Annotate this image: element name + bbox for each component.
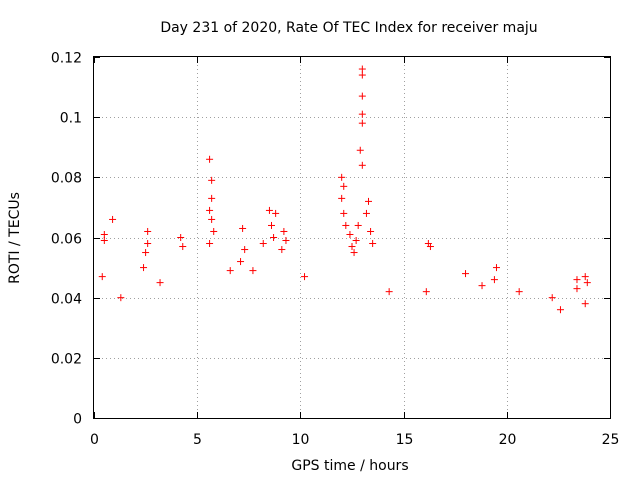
data-point — [350, 249, 358, 257]
data-point — [280, 227, 288, 235]
data-point — [177, 234, 185, 241]
data-point — [358, 92, 366, 100]
data-point — [581, 300, 589, 308]
data-point — [358, 119, 366, 127]
data-point — [109, 215, 117, 223]
data-point — [249, 267, 257, 275]
data-point — [573, 276, 581, 284]
data-point — [100, 230, 108, 238]
plot-frame — [93, 56, 611, 419]
data-point — [338, 173, 346, 181]
data-point — [208, 176, 216, 184]
data-point — [492, 264, 500, 272]
y-tick-label: 0.06 — [51, 232, 82, 248]
data-point — [490, 276, 498, 284]
data-point — [156, 279, 164, 287]
data-point — [206, 240, 214, 248]
data-point — [358, 65, 366, 73]
data-point — [346, 230, 354, 238]
data-point — [556, 306, 564, 314]
x-axis-label: GPS time / hours — [291, 458, 408, 474]
data-point — [237, 258, 245, 266]
data-point — [478, 282, 486, 290]
data-point — [117, 294, 125, 302]
y-tick-label: 0.02 — [51, 352, 82, 368]
y-axis-label: ROTI / TECUs — [7, 192, 23, 284]
data-point — [265, 206, 273, 214]
data-points — [98, 65, 591, 314]
x-tick-label: 5 — [193, 432, 202, 448]
data-point — [365, 197, 373, 205]
data-point — [239, 224, 247, 232]
y-tick-label: 0 — [73, 412, 82, 428]
data-point — [352, 237, 360, 245]
x-tick-label: 20 — [499, 432, 517, 448]
data-point — [354, 221, 362, 229]
data-point — [358, 110, 366, 118]
data-point — [272, 209, 280, 217]
data-point — [206, 155, 214, 163]
data-point — [515, 288, 523, 296]
data-point — [282, 237, 290, 245]
data-point — [385, 288, 393, 296]
data-point — [462, 270, 470, 278]
data-point — [358, 71, 366, 79]
y-tick-label: 0.12 — [51, 51, 82, 67]
data-point — [340, 182, 348, 190]
data-point — [226, 267, 234, 275]
data-point — [270, 234, 278, 241]
data-point — [179, 243, 187, 251]
data-point — [301, 273, 309, 281]
y-tick-label: 0.1 — [60, 111, 82, 127]
axis-ticks: 0 5 10 15 20 25 0 0.02 0.04 0.06 0.08 0.1 0.12 — [51, 51, 620, 449]
x-tick-label: 25 — [602, 432, 620, 448]
y-tick-label: 0.04 — [51, 292, 82, 308]
data-point — [340, 209, 348, 217]
data-point — [573, 285, 581, 293]
data-point — [278, 246, 286, 254]
data-point — [426, 243, 434, 251]
data-point — [210, 227, 218, 235]
data-point — [208, 194, 216, 202]
data-point — [581, 273, 589, 281]
data-point — [140, 264, 148, 272]
data-point — [268, 221, 276, 229]
data-point — [367, 227, 375, 235]
x-tick-label: 15 — [396, 432, 414, 448]
data-point — [548, 294, 556, 302]
grid-lines — [94, 57, 610, 418]
data-point — [358, 161, 366, 169]
data-point — [583, 279, 591, 287]
data-point — [206, 206, 214, 214]
data-point — [342, 221, 350, 229]
data-point — [98, 273, 106, 281]
data-point — [144, 227, 152, 235]
data-point — [338, 194, 346, 202]
y-tick-label: 0.08 — [51, 171, 82, 187]
data-point — [142, 249, 150, 257]
x-tick-label: 10 — [292, 432, 310, 448]
data-point — [208, 215, 216, 223]
data-point — [259, 240, 267, 248]
data-point — [100, 237, 108, 245]
data-point — [144, 240, 152, 248]
data-point — [348, 243, 356, 251]
x-tick-label: 0 — [90, 432, 99, 448]
chart-title: Day 231 of 2020, Rate Of TEC Index for r… — [160, 20, 537, 36]
data-point — [369, 240, 377, 248]
data-point — [422, 288, 430, 296]
data-point — [241, 246, 249, 254]
data-point — [356, 146, 364, 154]
data-point — [362, 209, 370, 217]
